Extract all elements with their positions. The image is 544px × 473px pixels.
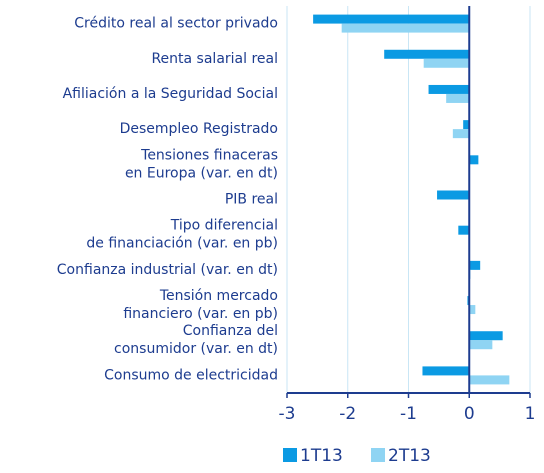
bar — [423, 58, 470, 68]
legend-swatch — [283, 448, 297, 462]
bar — [463, 120, 470, 130]
x-tick-label: -3 — [279, 404, 296, 424]
bar — [313, 14, 470, 24]
legend-label: 2T13 — [388, 446, 431, 466]
y-tick-label: de financiación (var. en pb) — [86, 236, 278, 252]
x-tick-label: -1 — [400, 404, 417, 424]
bar — [422, 366, 470, 376]
y-tick-label: consumidor (var. en dt) — [114, 341, 278, 357]
y-tick-label: en Europa (var. en dt) — [125, 165, 278, 181]
y-tick-label: Tensión mercado — [159, 288, 278, 304]
legend-label: 1T13 — [300, 446, 343, 466]
x-tick-label: 0 — [464, 404, 475, 424]
y-tick-label: Afiliación a la Seguridad Social — [63, 86, 278, 102]
y-tick-label: Renta salarial real — [151, 51, 278, 67]
bar — [469, 260, 481, 270]
legend-swatch — [371, 448, 385, 462]
bar — [452, 129, 470, 139]
bar — [469, 155, 479, 165]
y-tick-label: Tensiones finaceras — [140, 147, 278, 163]
x-tick-label: 1 — [525, 404, 536, 424]
x-tick-label: -2 — [339, 404, 356, 424]
bar — [428, 84, 470, 94]
bar — [458, 225, 470, 235]
bar — [341, 23, 470, 33]
y-tick-label: Desempleo Registrado — [120, 121, 278, 137]
y-tick-label: Confianza del — [183, 323, 278, 339]
y-tick-label: financiero (var. en pb) — [123, 306, 278, 322]
y-tick-label: Consumo de electricidad — [104, 367, 278, 383]
bar — [437, 190, 470, 200]
bar — [469, 331, 503, 341]
y-tick-label: Crédito real al sector privado — [74, 16, 278, 32]
bar — [469, 375, 510, 385]
bar — [384, 49, 470, 59]
bar — [469, 340, 493, 350]
bar — [469, 305, 476, 315]
bar — [446, 93, 470, 103]
y-tick-label: Tipo diferencial — [170, 218, 278, 234]
y-tick-label: Confianza industrial (var. en dt) — [57, 262, 278, 278]
y-tick-label: PIB real — [225, 192, 278, 208]
